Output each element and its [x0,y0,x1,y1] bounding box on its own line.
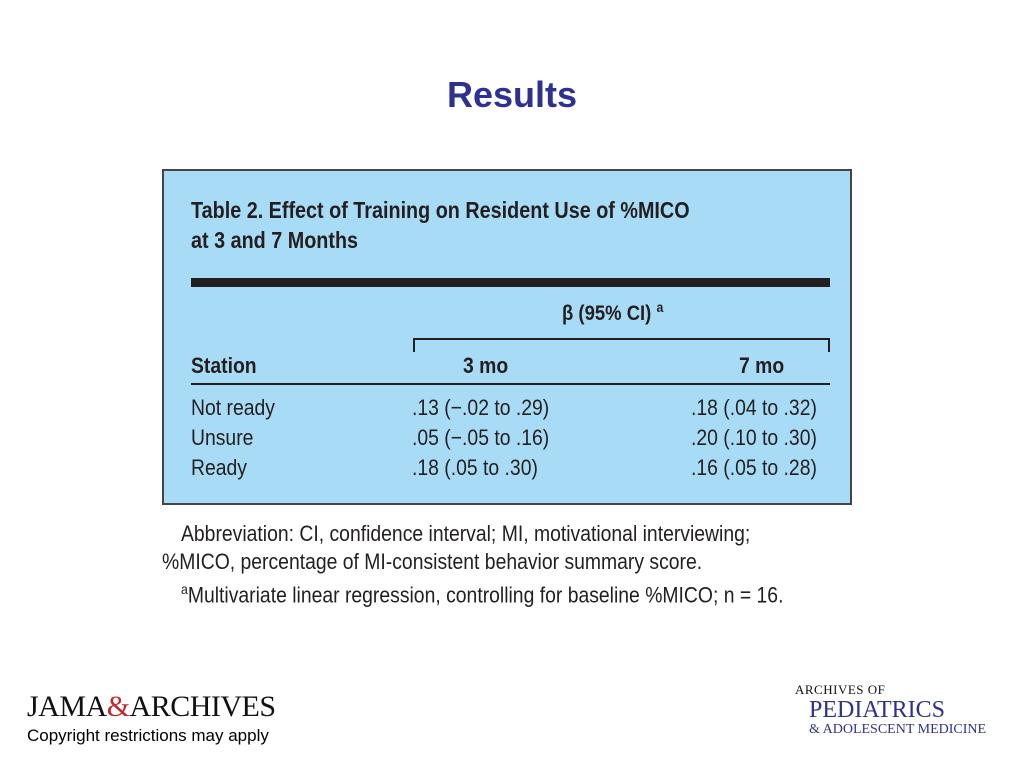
journal-logo: ARCHIVES OF PEDIATRICS & ADOLESCENT MEDI… [795,682,986,738]
slide-title: Results [446,74,578,115]
group-header-label: β (95% CI) [562,302,652,325]
copyright-notice: Copyright restrictions may apply [27,726,269,745]
jama-archives-logo: JAMA&ARCHIVES [27,690,276,724]
cell-station: Not ready [191,395,275,420]
footnote-a: aMultivariate linear regression, control… [181,576,783,608]
table-caption-line2: at 3 and 7 Months [191,227,359,253]
column-header-3mo: 3 mo [463,353,509,378]
cell-3mo: .13 (−.02 to .29) [412,395,550,420]
abbreviation-line2: %MICO, percentage of MI-consistent behav… [162,549,703,574]
header-rule [191,383,830,385]
journal-logo-line3: & ADOLESCENT MEDICINE [809,722,987,737]
cell-station: Unsure [191,425,254,450]
footnote-text: Multivariate linear regression, controll… [187,582,784,608]
column-header-7mo: 7 mo [739,353,785,378]
footnote-marker: a [181,581,188,597]
table-row: Not ready .13 (−.02 to .29) .18 (.04 to … [164,395,854,425]
column-header-station: Station [191,353,257,378]
group-header-footnote-marker: a [656,299,664,315]
table-row: Ready .18 (.05 to .30) .16 (.05 to .28) [164,455,854,485]
logo-ampersand: & [106,690,130,723]
logo-jama: JAMA [27,690,107,723]
table-row: Unsure .05 (−.05 to .16) .20 (.10 to .30… [164,425,854,455]
group-header: β (95% CI) a [562,299,663,326]
logo-archives: ARCHIVES [129,690,277,723]
table-top-rule [191,278,830,287]
journal-logo-line1: ARCHIVES OF [795,682,886,697]
cell-7mo: .20 (.10 to .30) [691,425,817,450]
results-table: Table 2. Effect of Training on Resident … [162,169,852,505]
cell-7mo: .18 (.04 to .32) [691,395,817,420]
journal-logo-line2: PEDIATRICS [809,697,946,723]
cell-3mo: .05 (−.05 to .16) [412,425,550,450]
table-caption-line1: Table 2. Effect of Training on Resident … [191,197,690,223]
cell-station: Ready [191,455,247,480]
abbreviation-line1: Abbreviation: CI, confidence interval; M… [181,521,751,546]
table-caption: Table 2. Effect of Training on Resident … [191,195,690,255]
cell-7mo: .16 (.05 to .28) [691,455,817,480]
cell-3mo: .18 (.05 to .30) [412,455,538,480]
group-header-bracket [413,338,830,352]
